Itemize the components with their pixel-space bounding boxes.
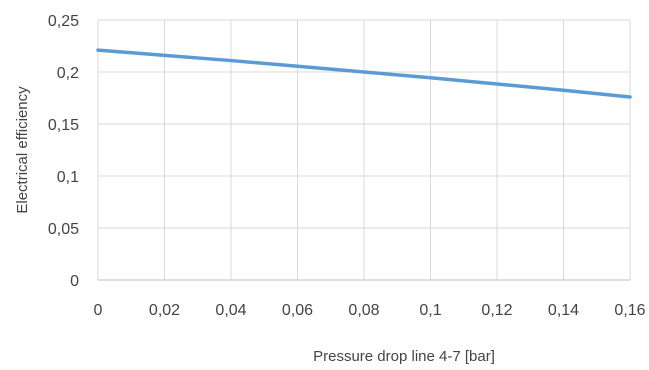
tick-labels: 0 0,05 0,1 0,15 0,2 0,25 0 0,02 0,04 0,06 0,08 0,1 0… [48, 13, 646, 319]
y-tick-label: 0,05 [48, 221, 79, 238]
series-layer [96, 48, 632, 99]
x-tick-label: 0,16 [614, 302, 645, 319]
x-tick-label: 0,04 [215, 302, 246, 319]
grid [97, 19, 631, 280]
x-tick-label: 0,12 [481, 302, 512, 319]
x-tick-label: 0,02 [149, 302, 180, 319]
y-tick-label: 0 [70, 273, 79, 290]
x-tick-label: 0,08 [348, 302, 379, 319]
x-tick-label: 0 [94, 302, 103, 319]
x-tick-label: 0,06 [282, 302, 313, 319]
x-axis-title: Pressure drop line 4-7 [bar] [313, 348, 495, 365]
y-tick-label: 0,1 [57, 169, 79, 186]
x-tick-label: 0,1 [419, 302, 441, 319]
y-tick-label: 0,15 [48, 117, 79, 134]
y-axis-title: Electrical efficiency [14, 86, 31, 214]
y-tick-label: 0,2 [57, 65, 79, 82]
x-tick-label: 0,14 [548, 302, 579, 319]
y-tick-label: 0,25 [48, 13, 79, 30]
